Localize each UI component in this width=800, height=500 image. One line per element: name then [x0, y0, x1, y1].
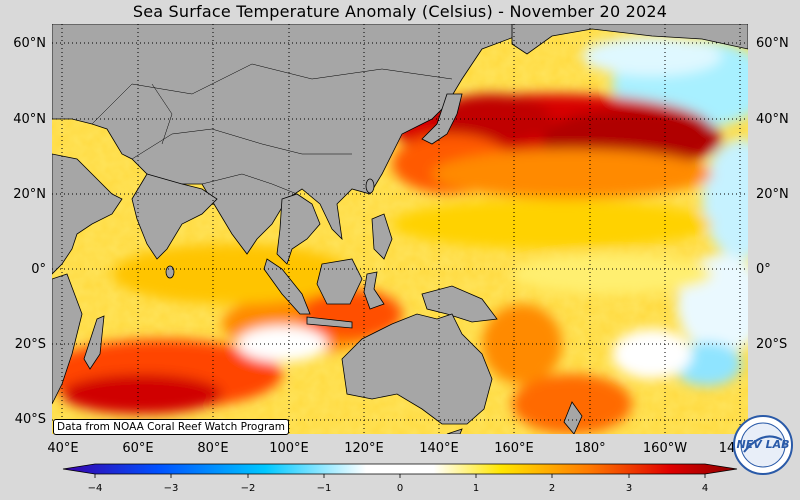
map-title: Sea Surface Temperature Anomaly (Celsius… — [132, 2, 668, 21]
lon-label-40e: 40°E — [47, 441, 79, 456]
colorbar-tick-label: −1 — [316, 483, 332, 494]
madagascar — [83, 315, 105, 370]
colorbar-tick-label: 3 — [625, 483, 633, 494]
colorbar-tick-label: 0 — [396, 483, 404, 494]
graticule — [52, 24, 748, 434]
colorbar-tick-label: −2 — [240, 483, 256, 494]
sumatra — [263, 258, 311, 315]
lon-label-140w-partial: 14 — [718, 441, 736, 456]
sst-anomaly-map — [52, 24, 748, 434]
lat-label-right-20s: 20°S — [756, 337, 788, 352]
new-guinea — [421, 285, 498, 323]
lon-label-120e: 120°E — [344, 441, 384, 456]
philippines — [371, 213, 393, 260]
country-borders — [91, 63, 453, 195]
new-zealand — [563, 401, 583, 434]
indochina — [276, 193, 321, 265]
lon-label-140e: 140°E — [419, 441, 459, 456]
colorbar-ticks — [94, 474, 706, 478]
lon-label-160e: 160°E — [494, 441, 534, 456]
colorbar-tick-label: 1 — [472, 483, 480, 494]
lon-label-180: 180° — [574, 441, 606, 456]
lat-label-left-40n: 40°N — [13, 112, 46, 127]
lon-label-100e: 100°E — [269, 441, 309, 456]
australia — [341, 313, 493, 425]
nevlab-logo: NEV LAB — [733, 415, 793, 475]
north-pacific-rim — [511, 24, 748, 55]
colorbar-tick-label: 4 — [701, 483, 709, 494]
logo-text: NEV LAB — [737, 438, 790, 451]
lat-label-right-20n: 20°N — [756, 187, 789, 202]
map-canvas — [52, 24, 748, 434]
java — [306, 316, 353, 329]
arabia-africa-landmass — [52, 153, 123, 275]
land-masses — [52, 24, 748, 434]
lat-label-left-0: 0° — [31, 262, 46, 277]
india-landmass — [131, 173, 218, 260]
tasmania — [446, 428, 463, 434]
africa-landmass — [52, 273, 83, 405]
sri-lanka — [165, 265, 175, 279]
lat-label-right-60n: 60°N — [756, 36, 789, 51]
lon-label-80e: 80°E — [197, 441, 229, 456]
lat-label-left-20n: 20°N — [13, 187, 46, 202]
lat-label-left-20s: 20°S — [14, 337, 46, 352]
colorbar-tick-label: −3 — [163, 483, 179, 494]
borneo — [316, 258, 363, 305]
colorbar — [62, 463, 738, 478]
colorbar-gradient — [62, 463, 738, 475]
colorbar-tick-label: 2 — [548, 483, 556, 494]
japan — [421, 93, 463, 145]
data-credit: Data from NOAA Coral Reef Watch Program — [53, 419, 289, 435]
taiwan — [365, 178, 375, 194]
lat-label-left-60n: 60°N — [13, 36, 46, 51]
lon-label-160w: 160°W — [642, 441, 688, 456]
lat-label-left-40s: 40°S — [14, 412, 46, 427]
lat-label-right-0: 0° — [756, 262, 771, 277]
lat-label-right-40n: 40°N — [756, 112, 789, 127]
lon-label-60e: 60°E — [122, 441, 154, 456]
colorbar-tick-label: −4 — [87, 483, 103, 494]
